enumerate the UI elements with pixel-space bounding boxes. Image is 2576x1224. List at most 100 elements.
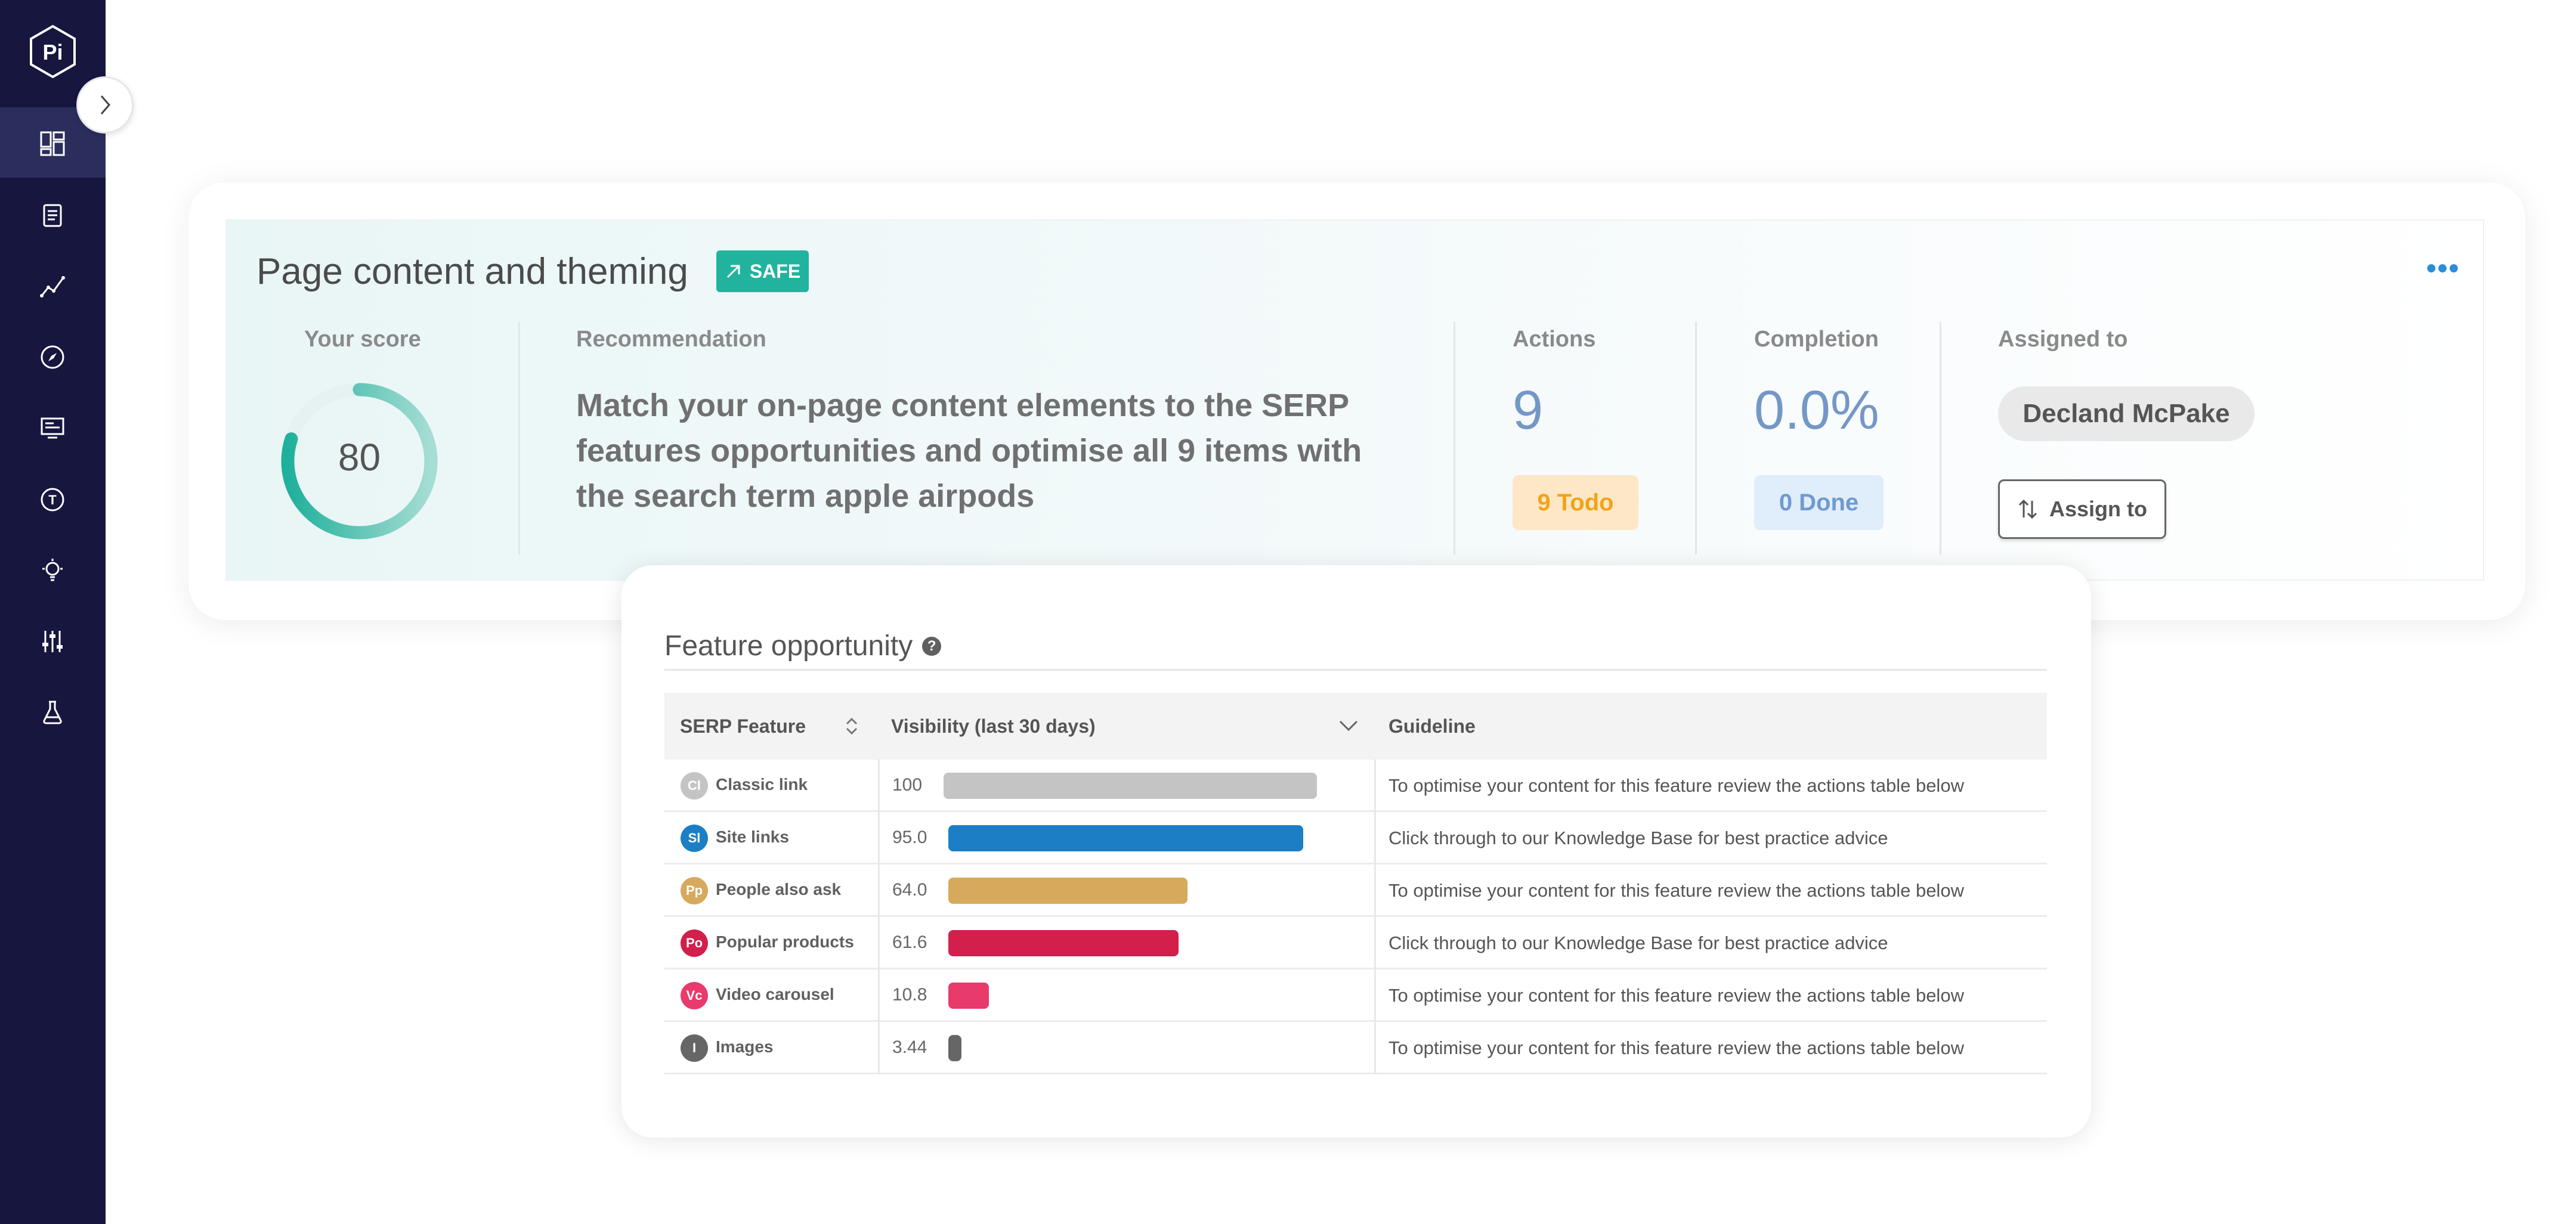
divider xyxy=(1695,322,1697,554)
visibility-value: 61.6 xyxy=(892,932,927,952)
actions-value: 9 xyxy=(1513,380,1544,441)
table-row: Vc Video carousel 10.8 To optimise your con… xyxy=(664,969,2047,1022)
feature-badge-icon: Pp xyxy=(681,877,708,904)
divider xyxy=(518,322,520,554)
divider xyxy=(1454,322,1455,554)
sort-icon[interactable] xyxy=(843,714,861,738)
table-row: Sl Site links 95.0 Click through to our Kno… xyxy=(664,812,2047,864)
score-label: Your score xyxy=(304,327,421,352)
expand-sidebar-button[interactable] xyxy=(76,76,134,134)
more-options-button[interactable]: ••• xyxy=(2426,255,2460,283)
guideline-text: Click through to our Knowledge Base for … xyxy=(1388,828,1888,848)
table-row: Pp People also ask 64.0 To optimise your co… xyxy=(664,864,2047,917)
table-row: Cl Classic link 100 To optimise your conten… xyxy=(664,760,2047,812)
done-badge[interactable]: 0 Done xyxy=(1754,475,1884,530)
page-title: Page content and theming xyxy=(256,251,688,292)
feature-name: Images xyxy=(716,1037,774,1056)
column-divider xyxy=(878,1022,880,1074)
feature-title-wrap: Feature opportunity ? xyxy=(664,630,942,662)
status-badge: SAFE xyxy=(716,250,809,292)
completion-label: Completion xyxy=(1754,327,1879,352)
column-divider xyxy=(1374,760,1376,812)
flask-icon[interactable] xyxy=(35,695,70,730)
column-divider xyxy=(878,969,880,1022)
serp-feature-header[interactable]: SERP Feature xyxy=(680,715,806,737)
feature-name: Classic link xyxy=(716,775,808,794)
pi-logo[interactable]: Pi xyxy=(25,24,81,79)
column-divider xyxy=(878,760,880,812)
lightbulb-icon[interactable] xyxy=(35,553,70,588)
assignee-chip[interactable]: Decland McPake xyxy=(1998,386,2255,441)
sidebar: Pi T xyxy=(0,0,106,1224)
svg-text:T: T xyxy=(48,492,57,507)
completion-value: 0.0% xyxy=(1754,380,1879,441)
visibility-value: 10.8 xyxy=(892,985,927,1005)
guideline-header: Guideline xyxy=(1388,715,1476,737)
sliders-icon[interactable] xyxy=(35,624,70,659)
recommendation-label: Recommendation xyxy=(576,327,766,352)
assign-button-label: Assign to xyxy=(2049,497,2147,521)
column-divider xyxy=(1374,969,1376,1022)
feature-badge-icon: Vc xyxy=(681,982,708,1009)
logo-text: Pi xyxy=(42,40,63,64)
column-divider xyxy=(1374,864,1376,917)
monitor-report-icon[interactable] xyxy=(35,410,70,446)
guideline-text: To optimise your content for this featur… xyxy=(1388,880,1964,901)
trend-line-icon[interactable] xyxy=(35,268,70,304)
dashboard-icon[interactable] xyxy=(35,126,70,162)
text-circle-icon[interactable]: T xyxy=(35,482,70,518)
guideline-text: To optimise your content for this featur… xyxy=(1388,985,1964,1006)
visibility-value: 3.44 xyxy=(892,1037,927,1057)
visibility-bar xyxy=(948,878,1188,904)
visibility-bar xyxy=(948,930,1179,956)
table-row: Po Popular products 61.6 Click through to o… xyxy=(664,917,2047,969)
column-divider xyxy=(878,812,880,864)
more-dots-icon: ••• xyxy=(2426,253,2460,284)
actions-label: Actions xyxy=(1513,327,1596,352)
table-row: I Images 3.44 To optimise your content for … xyxy=(664,1022,2047,1074)
guideline-text: To optimise your content for this featur… xyxy=(1388,1037,1964,1058)
trend-up-icon xyxy=(726,265,740,278)
visibility-bar xyxy=(948,1035,961,1061)
column-divider xyxy=(1374,812,1376,864)
visibility-bar xyxy=(948,825,1303,851)
assign-button[interactable]: Assign to xyxy=(1998,479,2166,539)
score-value: 80 xyxy=(338,436,381,479)
swap-arrows-icon xyxy=(2018,499,2037,519)
column-divider xyxy=(1374,917,1376,969)
recommendation-text: Match your on-page content elements to t… xyxy=(576,388,1362,514)
column-divider xyxy=(1374,1022,1376,1074)
title-divider xyxy=(664,669,2047,671)
help-icon[interactable]: ? xyxy=(922,636,942,656)
compass-icon[interactable] xyxy=(35,339,70,375)
visibility-value: 95.0 xyxy=(892,828,927,847)
feature-badge-icon: Po xyxy=(681,929,708,957)
visibility-bar xyxy=(948,983,989,1009)
guideline-text: To optimise your content for this featur… xyxy=(1388,775,1964,796)
guideline-text: Click through to our Knowledge Base for … xyxy=(1388,932,1888,953)
visibility-bar xyxy=(944,773,1317,799)
feature-name: Popular products xyxy=(716,932,854,951)
feature-opportunity-card xyxy=(621,565,2091,1138)
visibility-value: 64.0 xyxy=(892,880,927,900)
chevron-right-icon xyxy=(100,95,110,114)
assigned-label: Assigned to xyxy=(1998,327,2128,352)
feature-name: Video carousel xyxy=(716,985,834,1003)
feature-name: Site links xyxy=(716,828,789,846)
column-divider xyxy=(878,917,880,969)
feature-badge-icon: Cl xyxy=(681,772,708,800)
todo-badge[interactable]: 9 Todo xyxy=(1513,475,1638,530)
feature-badge-icon: I xyxy=(681,1034,708,1062)
score-gauge xyxy=(281,383,438,540)
column-divider xyxy=(878,864,880,917)
status-badge-label: SAFE xyxy=(749,260,801,282)
visibility-header[interactable]: Visibility (last 30 days) xyxy=(891,715,1096,737)
feature-name: People also ask xyxy=(716,880,842,898)
divider xyxy=(1940,322,1941,554)
document-icon[interactable] xyxy=(35,197,70,233)
table-header xyxy=(664,693,2047,760)
feature-title: Feature opportunity xyxy=(664,630,913,662)
chevron-down-icon[interactable] xyxy=(1338,717,1359,735)
visibility-value: 100 xyxy=(892,775,923,795)
feature-badge-icon: Sl xyxy=(681,825,708,852)
